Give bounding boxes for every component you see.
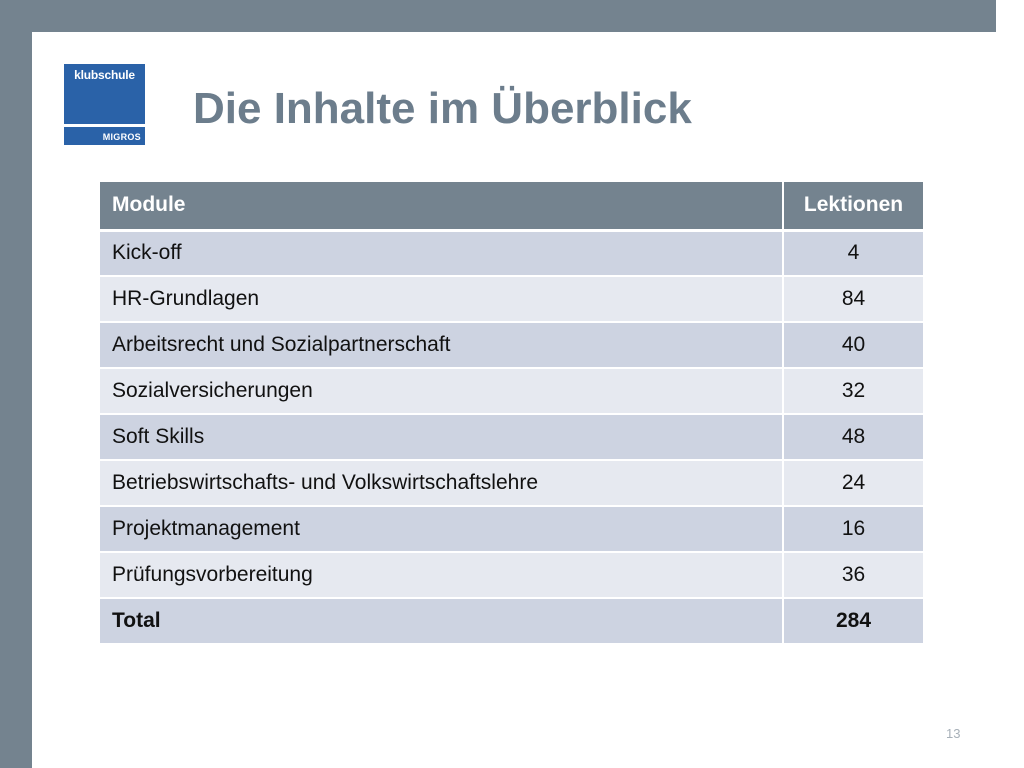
table-row: Projektmanagement 16 [100, 506, 923, 553]
table-row: Soft Skills 48 [100, 414, 923, 461]
module-cell: Arbeitsrecht und Sozialpartnerschaft [100, 322, 784, 369]
module-cell: Soft Skills [100, 414, 784, 461]
column-header-module: Module [100, 182, 784, 232]
table-row: Kick-off 4 [100, 230, 923, 277]
klubschule-migros-logo: klubschule MIGROS [64, 64, 145, 145]
column-header-lektionen: Lektionen [783, 182, 923, 232]
lektionen-cell: 84 [783, 276, 923, 323]
modules-table: Module Lektionen Kick-off 4 HR-Grundlage… [100, 182, 923, 645]
slide-frame-top [0, 0, 996, 32]
total-value-cell: 284 [783, 597, 923, 645]
logo-bottom-text: MIGROS [102, 132, 141, 142]
lektionen-cell: 16 [783, 506, 923, 553]
total-row: Total 284 [100, 597, 923, 645]
lektionen-cell: 48 [783, 414, 923, 461]
logo-divider [64, 124, 145, 127]
lektionen-cell: 32 [783, 368, 923, 415]
slide-frame-left [0, 0, 32, 768]
lektionen-cell: 24 [783, 460, 923, 507]
module-cell: Prüfungsvorbereitung [100, 552, 784, 599]
table-header-row: Module Lektionen [100, 182, 923, 232]
table-row: Betriebswirtschafts- und Volkswirtschaft… [100, 460, 923, 507]
lektionen-cell: 36 [783, 552, 923, 599]
lektionen-cell: 40 [783, 322, 923, 369]
module-cell: Projektmanagement [100, 506, 784, 553]
table-row: HR-Grundlagen 84 [100, 276, 923, 323]
table-row: Prüfungsvorbereitung 36 [100, 552, 923, 599]
logo-top-text: klubschule [74, 68, 135, 82]
module-cell: Betriebswirtschafts- und Volkswirtschaft… [100, 460, 784, 507]
page-number: 13 [946, 726, 961, 741]
module-cell: Sozialversicherungen [100, 368, 784, 415]
lektionen-cell: 4 [783, 230, 923, 277]
table-row: Sozialversicherungen 32 [100, 368, 923, 415]
module-cell: Kick-off [100, 230, 784, 277]
total-label-cell: Total [100, 597, 784, 645]
module-cell: HR-Grundlagen [100, 276, 784, 323]
slide-title: Die Inhalte im Überblick [193, 84, 692, 133]
table-row: Arbeitsrecht und Sozialpartnerschaft 40 [100, 322, 923, 369]
